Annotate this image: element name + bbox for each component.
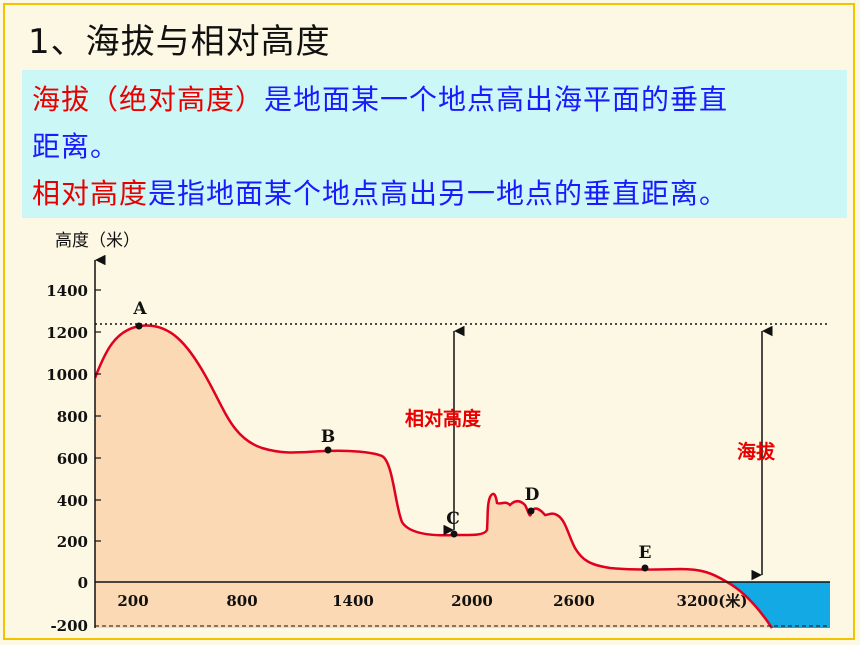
altitude-definition-end: 距离。 — [32, 130, 120, 163]
y-tick-label: 400 — [57, 492, 88, 510]
altitude-label: 海拔 — [737, 440, 776, 463]
definition-box: 海拔（绝对高度）是地面某一个地点高出海平面的垂直 距离。 相对高度是指地面某个地… — [22, 70, 847, 218]
y-tick-label: 600 — [57, 450, 88, 468]
sea-area — [727, 582, 830, 628]
slide-title: 1、海拔与相对高度 — [28, 22, 331, 62]
x-tick-label: 2600 — [553, 592, 595, 610]
x-tick-label: 3200(米) — [677, 592, 748, 610]
definition-line-1: 海拔（绝对高度）是地面某一个地点高出海平面的垂直 — [32, 76, 837, 123]
x-tick-label: 200 — [117, 592, 148, 610]
y-tick-label: 1000 — [46, 366, 88, 384]
slide-frame — [3, 3, 855, 640]
y-axis-label: 高度（米） — [55, 231, 140, 251]
point-d-label: D — [525, 485, 540, 505]
y-tick-label: 1400 — [46, 282, 88, 300]
y-tick-label: 1200 — [46, 324, 88, 342]
x-tick-label: 2000 — [451, 592, 493, 610]
y-tick-label: -200 — [50, 617, 88, 635]
relative-height-label: 相对高度 — [405, 407, 482, 430]
point-d-marker — [527, 507, 535, 515]
y-tick-label: 0 — [78, 574, 88, 592]
point-e-label: E — [639, 543, 652, 563]
terrain-fill — [95, 325, 772, 628]
altitude-term: 海拔（绝对高度） — [32, 83, 265, 116]
point-e-marker — [641, 564, 649, 572]
definition-line-3: 相对高度是指地面某个地点高出另一地点的垂直距离。 — [32, 170, 837, 217]
x-tick-label: 1400 — [332, 592, 374, 610]
x-tick-labels: 200 800 1400 2000 2600 3200(米) — [117, 592, 747, 610]
point-a-marker — [135, 322, 143, 330]
point-a-label: A — [132, 299, 147, 319]
y-axis-ticks — [95, 289, 101, 542]
relative-height-term: 相对高度 — [32, 177, 149, 210]
point-c-marker — [450, 530, 458, 538]
terrain-outline — [95, 324, 774, 629]
relative-height-definition: 是指地面某个地点高出另一地点的垂直距离。 — [148, 177, 729, 210]
definition-line-2: 距离。 — [32, 123, 837, 170]
y-tick-label: 800 — [57, 408, 88, 426]
terrain-points: A B C D E — [132, 299, 652, 572]
point-b-label: B — [321, 427, 335, 447]
y-tick-labels: 1400 1200 1000 800 600 400 200 0 -200 — [46, 282, 88, 635]
point-c-label: C — [446, 509, 460, 529]
altitude-definition: 是地面某一个地点高出海平面的垂直 — [264, 83, 729, 116]
y-tick-label: 200 — [57, 533, 88, 551]
point-b-marker — [324, 446, 332, 454]
x-tick-label: 800 — [226, 592, 257, 610]
